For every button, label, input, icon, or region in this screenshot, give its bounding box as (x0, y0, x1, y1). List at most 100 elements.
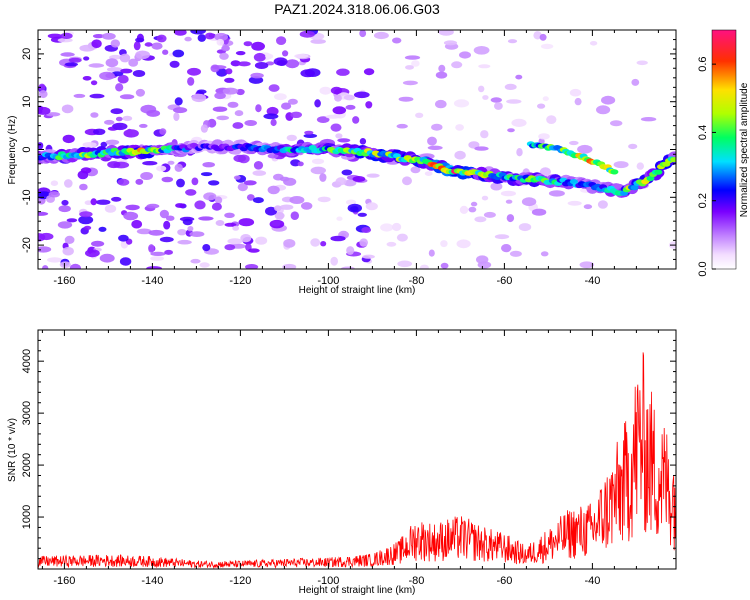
noise-blob (246, 194, 255, 201)
noise-blob (125, 128, 133, 138)
noise-blob (255, 104, 262, 113)
noise-blob (265, 206, 277, 216)
noise-blob (506, 214, 515, 223)
noise-blob (107, 161, 121, 169)
noise-blob (177, 239, 192, 245)
noise-blob (397, 260, 413, 268)
noise-blob (131, 219, 143, 229)
noise-blob (174, 30, 187, 36)
noise-blob (392, 37, 402, 44)
noise-blob (236, 88, 245, 96)
noise-blob (245, 264, 259, 269)
noise-blob (191, 177, 199, 186)
noise-blob (538, 133, 550, 140)
noise-blob (118, 234, 129, 242)
noise-blob (330, 123, 342, 132)
ridge-core (670, 157, 676, 163)
noise-blob (494, 234, 510, 240)
noise-blob (225, 68, 233, 75)
noise-blob (537, 103, 546, 109)
noise-blob (451, 61, 463, 69)
noise-blob (357, 212, 367, 217)
noise-blob (402, 80, 418, 86)
noise-blob (468, 206, 477, 213)
noise-blob (396, 123, 408, 129)
noise-blob (613, 161, 629, 169)
noise-blob (66, 218, 78, 223)
noise-blob (346, 246, 355, 255)
noise-blob (518, 223, 532, 232)
noise-blob (104, 204, 117, 213)
noise-blob (38, 211, 49, 216)
noise-blob (252, 197, 264, 204)
noise-blob (506, 99, 522, 104)
noise-blob (144, 42, 153, 47)
noise-blob (352, 176, 366, 182)
noise-blob (540, 251, 549, 257)
noise-blob (335, 133, 343, 139)
noise-blob (490, 182, 503, 191)
noise-blob (79, 183, 88, 191)
noise-blob (478, 85, 485, 93)
noise-blob (191, 93, 207, 103)
noise-blob (341, 266, 355, 269)
spectrogram-x-axis-label: Height of straight line (km) (299, 285, 416, 296)
noise-blob (214, 32, 229, 41)
noise-blob (176, 178, 185, 188)
noise-blob (187, 226, 194, 232)
snr-x-axis-label: Height of straight line (km) (299, 585, 416, 596)
noise-blob (481, 195, 489, 201)
noise-blob (247, 248, 260, 253)
noise-blob (123, 211, 139, 221)
noise-blob (289, 196, 305, 204)
noise-blob (88, 63, 105, 68)
noise-blob (316, 116, 330, 123)
noise-blob (110, 108, 124, 115)
noise-blob (177, 229, 187, 236)
noise-blob (174, 97, 183, 106)
noise-blob (268, 84, 280, 92)
noise-blob (482, 95, 489, 100)
noise-blob (310, 238, 321, 247)
noise-blob (38, 142, 44, 150)
noise-blob (320, 241, 327, 247)
noise-blob (347, 203, 362, 213)
noise-blob (162, 49, 169, 55)
noise-blob (38, 246, 52, 253)
noise-blob (252, 170, 267, 176)
noise-blob (341, 169, 353, 176)
y-tick-label: -10 (21, 189, 33, 205)
y-tick-label: 20 (21, 48, 33, 60)
x-tick-label: -160 (53, 575, 75, 587)
noise-blob (290, 211, 299, 220)
colorbar: 0.0 0.2 0.4 0.6 Normalized spectral amplitu… (697, 29, 750, 277)
noise-blob (474, 146, 489, 151)
colorbar-label: Normalized spectral amplitude (739, 82, 750, 217)
noise-blob (111, 196, 122, 202)
noise-blob (419, 264, 429, 269)
noise-blob (203, 192, 217, 201)
noise-blob (459, 51, 471, 59)
noise-blob (577, 144, 593, 154)
x-tick-label: -40 (584, 575, 600, 587)
noise-blob (267, 185, 280, 195)
noise-blob (470, 201, 478, 207)
noise-blob (583, 204, 593, 210)
noise-blob (208, 180, 220, 186)
noise-blob (428, 249, 435, 257)
noise-blob (511, 118, 527, 127)
noise-blob (281, 102, 292, 110)
noise-blob (92, 34, 105, 39)
noise-blob (343, 94, 355, 101)
noise-blob (243, 180, 257, 186)
noise-blob (163, 220, 171, 230)
x-tick-label: -80 (408, 275, 424, 287)
noise-blob (504, 83, 517, 90)
noise-blob (539, 167, 551, 177)
noise-blob (589, 41, 598, 46)
ridge-core (646, 175, 655, 181)
noise-blob (227, 101, 239, 108)
noise-blob (83, 56, 90, 61)
